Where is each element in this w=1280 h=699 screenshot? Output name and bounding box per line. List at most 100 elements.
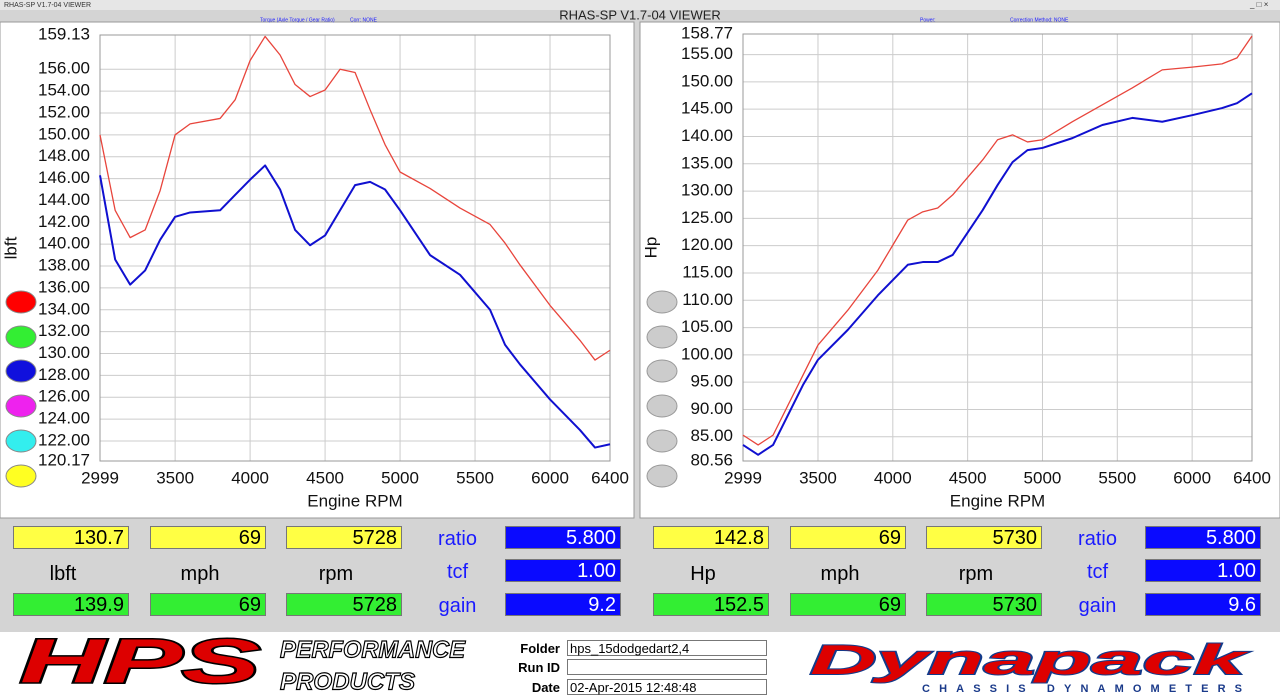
y-tick-label: 120.00 bbox=[681, 235, 733, 254]
readout-value: 142.8 bbox=[653, 526, 769, 549]
series-line bbox=[742, 92, 1253, 456]
plot-frame bbox=[742, 33, 1253, 462]
y-tick-label: 140.00 bbox=[681, 126, 733, 145]
logo-left-text: PRODUCTS bbox=[280, 668, 415, 695]
param-value: 5.800 bbox=[505, 526, 621, 549]
x-tick-label: 4000 bbox=[231, 468, 269, 487]
x-axis-label: Engine RPM bbox=[307, 491, 402, 510]
field-label: Date bbox=[531, 680, 560, 695]
y-tick-label: 158.77 bbox=[681, 23, 733, 42]
y-tick-label: 110.00 bbox=[682, 290, 733, 309]
readout-value: 69 bbox=[790, 593, 906, 616]
x-tick-label: 6400 bbox=[591, 468, 629, 487]
color-button[interactable] bbox=[5, 359, 37, 383]
x-tick-label: 5500 bbox=[1098, 468, 1136, 487]
title-bar bbox=[0, 0, 1280, 10]
y-tick-label: 155.00 bbox=[681, 44, 733, 63]
series-line bbox=[99, 164, 611, 449]
color-button[interactable] bbox=[5, 290, 37, 314]
readout-unit: lbft bbox=[49, 563, 77, 585]
readout-unit: Hp bbox=[690, 563, 716, 585]
readout-value: 139.9 bbox=[13, 593, 129, 616]
param-label: tcf bbox=[446, 561, 469, 583]
readout-unit: mph bbox=[180, 563, 220, 585]
chart-correction: Corr: NONE bbox=[350, 17, 378, 23]
y-tick-label: 95.00 bbox=[690, 372, 733, 391]
readout-value: 5728 bbox=[286, 593, 402, 616]
param-value: 1.00 bbox=[1145, 559, 1261, 582]
field-value: 02-Apr-2015 12:48:48 bbox=[567, 679, 767, 695]
y-tick-label: 138.00 bbox=[38, 256, 90, 275]
param-label: ratio bbox=[1078, 528, 1117, 550]
color-button[interactable] bbox=[5, 394, 37, 418]
color-selectors[interactable] bbox=[5, 290, 678, 488]
readout-unit: rpm bbox=[318, 563, 354, 585]
color-button[interactable] bbox=[646, 325, 678, 349]
x-tick-label: 4500 bbox=[949, 468, 987, 487]
color-button[interactable] bbox=[5, 429, 37, 453]
y-tick-label: 154.00 bbox=[38, 81, 90, 100]
y-tick-label: 140.00 bbox=[38, 234, 90, 253]
y-tick-label: 105.00 bbox=[681, 317, 733, 336]
readout-value: 5728 bbox=[286, 526, 402, 549]
color-button[interactable] bbox=[646, 394, 678, 418]
chart-subtitle: Torque (Axle Torque / Gear Ratio) bbox=[260, 17, 335, 23]
y-tick-label: 159.13 bbox=[38, 24, 90, 43]
readout-value: 5730 bbox=[926, 526, 1042, 549]
readout-unit: mph bbox=[820, 563, 860, 585]
chart-subtitle: Power: bbox=[920, 17, 936, 23]
window-controls[interactable]: _ □ × bbox=[1249, 0, 1269, 9]
readout-value: 69 bbox=[790, 526, 906, 549]
param-label: gain bbox=[1078, 595, 1117, 617]
x-tick-label: 6400 bbox=[1233, 468, 1271, 487]
plot-frame bbox=[99, 34, 611, 462]
y-tick-label: 134.00 bbox=[38, 299, 90, 318]
field-label: Folder bbox=[520, 641, 560, 656]
param-label: ratio bbox=[438, 528, 477, 550]
y-tick-label: 125.00 bbox=[681, 208, 733, 227]
y-tick-label: 120.17 bbox=[38, 450, 90, 469]
color-button[interactable] bbox=[646, 359, 678, 383]
y-tick-label: 136.00 bbox=[38, 277, 90, 296]
color-button[interactable] bbox=[646, 290, 678, 314]
color-button[interactable] bbox=[646, 429, 678, 453]
y-tick-label: 80.56 bbox=[690, 450, 733, 469]
x-tick-label: 4000 bbox=[874, 468, 912, 487]
y-tick-label: 130.00 bbox=[681, 181, 733, 200]
param-value: 5.800 bbox=[1145, 526, 1261, 549]
x-axis-label: Engine RPM bbox=[950, 491, 1045, 510]
y-tick-label: 144.00 bbox=[38, 190, 90, 209]
y-tick-label: 146.00 bbox=[38, 168, 90, 187]
readout-value: 152.5 bbox=[653, 593, 769, 616]
x-tick-label: 2999 bbox=[81, 468, 119, 487]
y-tick-label: 85.00 bbox=[690, 426, 733, 445]
readout-value: 69 bbox=[150, 526, 266, 549]
y-tick-label: 152.00 bbox=[38, 102, 90, 121]
series-line bbox=[742, 35, 1253, 446]
app-header: RHAS-SP V1.7-04 VIEWER bbox=[559, 7, 721, 22]
logo-left-text: PERFORMANCE bbox=[280, 636, 466, 663]
plot-panel bbox=[0, 21, 635, 519]
y-tick-label: 130.00 bbox=[38, 343, 90, 362]
field-value bbox=[567, 659, 767, 675]
color-button[interactable] bbox=[5, 464, 37, 488]
logo-right: Dynapack bbox=[810, 636, 1251, 683]
readout-unit: rpm bbox=[958, 563, 994, 585]
x-tick-label: 6000 bbox=[1173, 468, 1211, 487]
y-tick-label: 128.00 bbox=[38, 365, 90, 384]
x-tick-label: 5500 bbox=[456, 468, 494, 487]
y-tick-label: 115.00 bbox=[682, 262, 733, 281]
y-tick-label: 145.00 bbox=[681, 99, 733, 118]
series-line bbox=[99, 35, 611, 361]
readout-value: 69 bbox=[150, 593, 266, 616]
color-button[interactable] bbox=[5, 325, 37, 349]
color-button[interactable] bbox=[646, 464, 678, 488]
y-axis-label: Hp bbox=[641, 237, 660, 259]
readout-value: 130.7 bbox=[13, 526, 129, 549]
x-tick-label: 4500 bbox=[306, 468, 344, 487]
x-tick-label: 6000 bbox=[531, 468, 569, 487]
y-tick-label: 124.00 bbox=[38, 409, 90, 428]
y-tick-label: 156.00 bbox=[38, 59, 90, 78]
param-value: 9.6 bbox=[1145, 593, 1261, 616]
